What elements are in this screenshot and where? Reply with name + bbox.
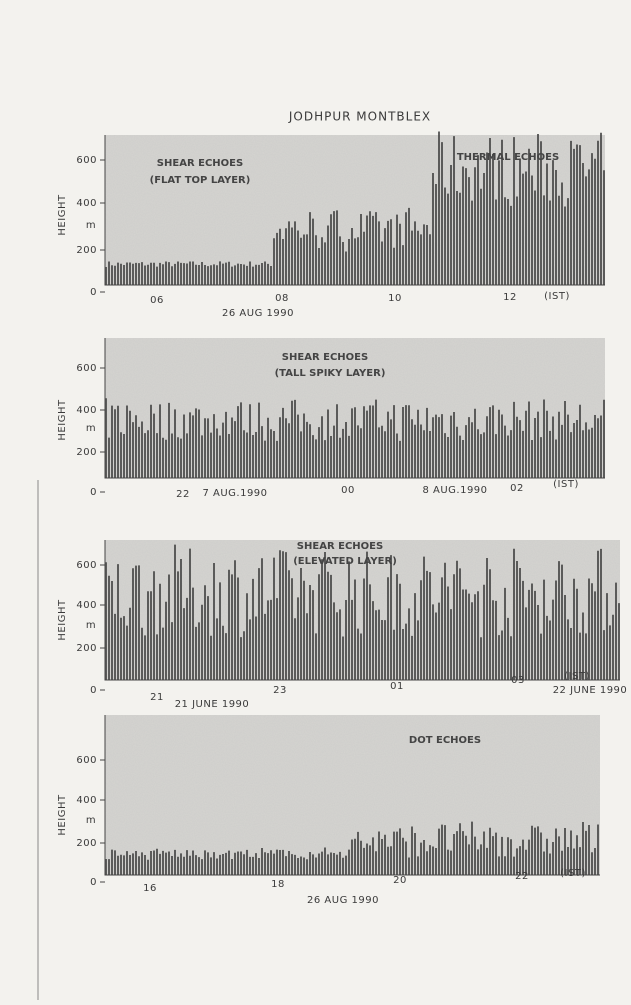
x-tick-label: 01 <box>390 681 404 692</box>
y-tick-label: 600 <box>76 560 97 571</box>
x-tick-label: 02 <box>510 483 524 494</box>
date-label: 8 AUG.1990 <box>422 485 487 496</box>
annotation: SHEAR ECHOES <box>157 158 243 169</box>
date-label: 26 AUG 1990 <box>307 895 379 906</box>
date-label: 21 JUNE 1990 <box>175 699 250 710</box>
x-tick-label: 23 <box>273 685 287 696</box>
date-label: 22 JUNE 1990 <box>553 685 628 696</box>
axes <box>104 338 605 479</box>
echogram-panel: 600 400 200 0 m HEIGHT SHEAR ECHOES (ELEVATED L… <box>57 540 627 710</box>
y-unit: m <box>86 220 96 231</box>
echogram-panel: 600 400 200 0 m HEIGHT SHEAR ECHOES (TALL SPIKY… <box>57 338 605 500</box>
y-tick-label: 200 <box>76 838 97 849</box>
x-tick-label: (IST) <box>564 671 590 682</box>
x-tick-label: 20 <box>393 875 407 886</box>
x-tick-label: 16 <box>143 883 157 894</box>
y-tick-label: 0 <box>90 487 97 498</box>
date-label: 26 AUG 1990 <box>222 308 294 319</box>
y-tick-label: 400 <box>76 600 97 611</box>
y-unit: m <box>86 620 96 631</box>
annotation: (FLAT TOP LAYER) <box>150 175 251 186</box>
x-tick-label: 12 <box>503 292 517 303</box>
x-tick-label: 22 <box>515 871 529 882</box>
annotation: (ELEVATED LAYER) <box>293 556 397 567</box>
y-tick-label: 200 <box>76 643 97 654</box>
y-tick-label: 200 <box>76 245 97 256</box>
x-tick-label: (IST) <box>560 868 586 879</box>
echo-returns <box>105 398 605 478</box>
y-unit: m <box>86 815 96 826</box>
annotation: THERMAL ECHOES <box>457 152 559 163</box>
x-tick-label: 18 <box>271 879 285 890</box>
annotation: SHEAR ECHOES <box>297 541 383 552</box>
y-tick-label: 600 <box>76 363 97 374</box>
y-axis-label: HEIGHT <box>57 399 68 441</box>
axes <box>104 135 605 286</box>
y-tick-label: 400 <box>76 198 97 209</box>
annotation: (TALL SPIKY LAYER) <box>275 368 386 379</box>
y-axis-label: HEIGHT <box>57 194 68 236</box>
y-tick-label: 600 <box>76 155 97 166</box>
x-tick-label: 08 <box>275 293 289 304</box>
y-axis-label: HEIGHT <box>57 794 68 836</box>
x-tick-label: (IST) <box>544 291 570 302</box>
annotation: SHEAR ECHOES <box>282 352 368 363</box>
y-axis-label: HEIGHT <box>57 599 68 641</box>
y-tick-label: 0 <box>90 685 97 696</box>
y-tick-label: 200 <box>76 447 97 458</box>
date-label: 7 AUG.1990 <box>202 488 267 499</box>
axes <box>104 540 620 681</box>
x-tick-label: 21 <box>150 692 164 703</box>
axes <box>104 715 600 876</box>
x-tick-label: 00 <box>341 485 355 496</box>
y-unit: m <box>86 423 96 434</box>
y-tick-label: 600 <box>76 755 97 766</box>
echogram-panel: 600 400 200 0 m HEIGHT DOT ECHOES 16 18 20 22 (IST)… <box>57 715 600 906</box>
figure-title: JODHPUR MONTBLEX <box>288 110 431 124</box>
x-tick-label: 10 <box>388 293 402 304</box>
annotation: DOT ECHOES <box>409 735 481 746</box>
y-tick-label: 400 <box>76 795 97 806</box>
x-tick-label: 22 <box>176 489 190 500</box>
echogram-panel: 600 400 200 0 m HEIGHT SHEAR ECHOES (FLAT TOP L… <box>57 131 605 319</box>
x-tick-label: (IST) <box>553 479 579 490</box>
echo-returns <box>105 821 599 875</box>
y-tick-label: 0 <box>90 287 97 298</box>
y-tick-label: 0 <box>90 877 97 888</box>
echo-returns <box>105 131 605 285</box>
x-tick-label: 03 <box>511 675 525 686</box>
x-tick-label: 06 <box>150 295 164 306</box>
echo-returns <box>105 544 620 680</box>
y-tick-label: 400 <box>76 405 97 416</box>
